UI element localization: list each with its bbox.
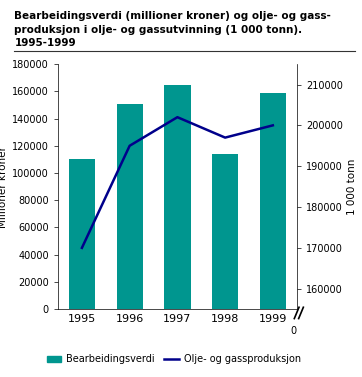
Bar	[212, 154, 238, 309]
Y-axis label: Millioner kroner: Millioner kroner	[0, 146, 8, 228]
Legend: Bearbeidingsverdi, Olje- og gassproduksjon: Bearbeidingsverdi, Olje- og gassproduksj…	[43, 351, 305, 368]
Text: produksjon i olje- og gassutvinning (1 000 tonn).: produksjon i olje- og gassutvinning (1 0…	[14, 25, 303, 35]
Bar	[117, 104, 143, 309]
Bar	[69, 159, 95, 309]
Y-axis label: 1 000 tonn: 1 000 tonn	[347, 158, 357, 215]
Bar	[164, 84, 190, 309]
Text: Bearbeidingsverdi (millioner kroner) og olje- og gass-: Bearbeidingsverdi (millioner kroner) og …	[14, 11, 331, 21]
Text: 1995-1999: 1995-1999	[14, 38, 76, 48]
Text: 0: 0	[291, 326, 297, 336]
Bar	[260, 93, 286, 309]
